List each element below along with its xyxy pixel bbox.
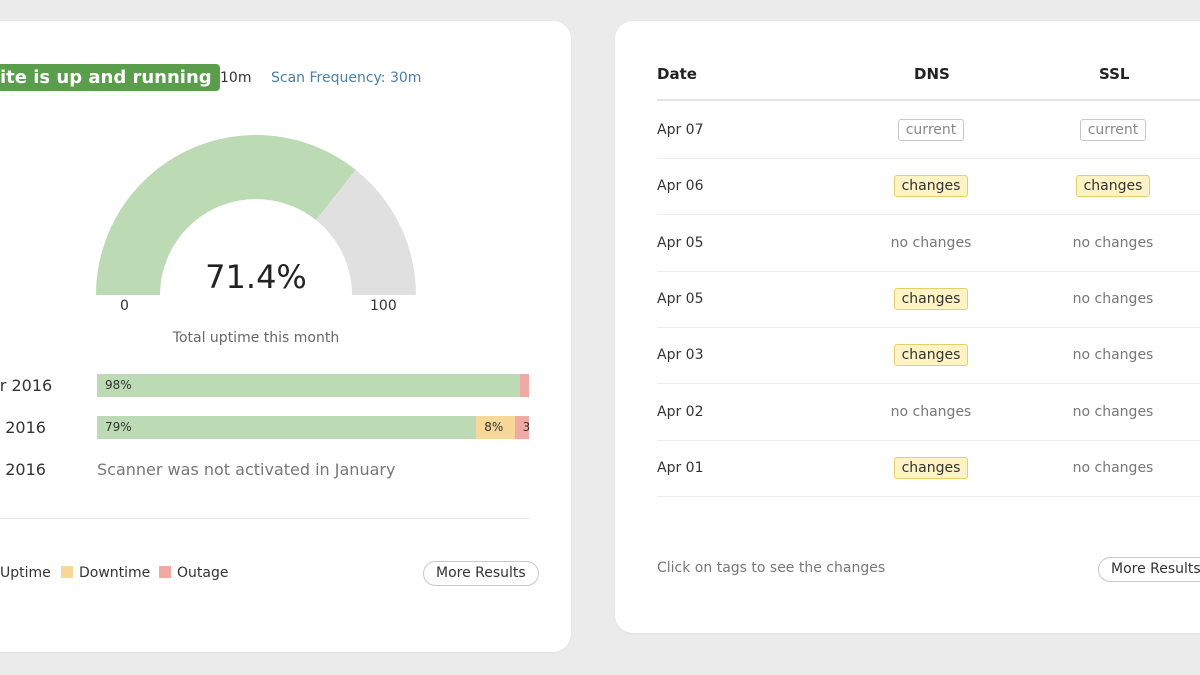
no-changes-text: no changes xyxy=(1072,459,1154,476)
no-changes-text: no changes xyxy=(1072,234,1154,251)
header-divider xyxy=(657,99,1200,101)
table-row: Apr 06 changes changes xyxy=(657,158,1200,216)
divider xyxy=(0,518,529,519)
row-ssl-cell: no changes xyxy=(1053,440,1173,496)
row-date: Apr 03 xyxy=(657,347,704,364)
table-row: Apr 01 changes no changes xyxy=(657,440,1200,497)
no-changes-text: no changes xyxy=(890,234,972,251)
row-ssl-cell: no changes xyxy=(1053,384,1173,440)
legend-downtime-label: Downtime xyxy=(79,565,151,581)
row-dns-cell: changes xyxy=(871,158,991,214)
table-row: Apr 05 no changes no changes xyxy=(657,215,1200,272)
bar-segment-uptime: 98% xyxy=(97,374,521,397)
legend-uptime: Uptime xyxy=(0,565,51,581)
no-changes-text: no changes xyxy=(890,403,972,420)
row-dns-cell: changes xyxy=(871,440,991,496)
changes-tag[interactable]: changes xyxy=(1075,175,1151,198)
row-date: Apr 05 xyxy=(657,290,704,307)
row-dns-cell: no changes xyxy=(871,384,991,440)
bar-segment-downtime: 8% xyxy=(476,416,515,439)
row-ssl-cell: no changes xyxy=(1053,215,1173,271)
legend-outage: Outage xyxy=(159,565,228,581)
row-date: Apr 02 xyxy=(657,403,704,420)
more-results-button[interactable]: More Results xyxy=(423,561,539,586)
legend-outage-label: Outage xyxy=(177,565,229,581)
row-dns-cell: no changes xyxy=(871,215,991,271)
uptime-gauge xyxy=(96,134,416,295)
row-ssl-cell: no changes xyxy=(1053,327,1173,383)
column-header-date: Date xyxy=(657,65,697,83)
gauge-max-label: 100 xyxy=(370,298,397,314)
changes-tag[interactable]: changes xyxy=(893,287,969,310)
month-label-february: b 2016 xyxy=(0,418,46,437)
row-dns-cell: current xyxy=(871,102,991,158)
column-header-dns: DNS xyxy=(914,65,950,83)
gauge-caption: Total uptime this month xyxy=(172,330,340,346)
not-activated-message: Scanner was not activated in January xyxy=(97,460,396,479)
bar-segment-outage: 2% xyxy=(520,374,529,397)
more-results-button[interactable]: More Results xyxy=(1098,557,1200,582)
month-label-march: ar 2016 xyxy=(0,376,53,395)
no-changes-text: no changes xyxy=(1072,347,1154,364)
current-tag[interactable]: current xyxy=(1079,119,1147,141)
row-dns-cell: changes xyxy=(871,271,991,327)
uptime-bar-february[interactable]: 79% 8% 3% xyxy=(97,416,529,439)
gauge-fill xyxy=(96,134,356,295)
row-date: Apr 01 xyxy=(657,459,704,476)
table-row: Apr 07 current current xyxy=(657,102,1200,159)
scan-frequency-link[interactable]: Scan Frequency: 30m xyxy=(271,70,422,86)
uptime-card xyxy=(0,21,571,652)
row-ssl-cell: current xyxy=(1053,102,1173,158)
table-row: Apr 05 changes no changes xyxy=(657,271,1200,328)
gauge-min-label: 0 xyxy=(120,298,129,314)
month-label-january: n 2016 xyxy=(0,460,46,479)
legend-swatch-outage xyxy=(159,566,171,578)
no-changes-text: no changes xyxy=(1072,290,1154,307)
no-changes-text: no changes xyxy=(1072,403,1154,420)
legend-uptime-label: Uptime xyxy=(0,565,51,581)
uptime-bar-march[interactable]: 98% 2% xyxy=(97,374,529,397)
legend-swatch-downtime xyxy=(61,566,73,578)
check-interval: 10m xyxy=(220,70,252,86)
current-tag[interactable]: current xyxy=(897,119,965,141)
changes-tag[interactable]: changes xyxy=(893,344,969,367)
bar-segment-uptime: 79% xyxy=(97,416,477,439)
table-footnote: Click on tags to see the changes xyxy=(657,560,886,576)
row-dns-cell: changes xyxy=(871,327,991,383)
table-row: Apr 02 no changes no changes xyxy=(657,384,1200,441)
row-ssl-cell: changes xyxy=(1053,158,1173,214)
bar-segment-outage: 3% xyxy=(514,416,529,439)
changes-tag[interactable]: changes xyxy=(893,175,969,198)
legend-downtime: Downtime xyxy=(61,565,150,581)
row-date: Apr 07 xyxy=(657,122,704,138)
gauge-value: 71.4% xyxy=(205,258,307,296)
row-ssl-cell: no changes xyxy=(1053,271,1173,327)
row-date: Apr 05 xyxy=(657,234,704,251)
changes-tag[interactable]: changes xyxy=(893,456,969,479)
table-row: Apr 03 changes no changes xyxy=(657,327,1200,385)
status-badge: ite is up and running xyxy=(0,64,220,91)
column-header-ssl: SSL xyxy=(1099,65,1130,83)
row-date: Apr 06 xyxy=(657,178,704,195)
